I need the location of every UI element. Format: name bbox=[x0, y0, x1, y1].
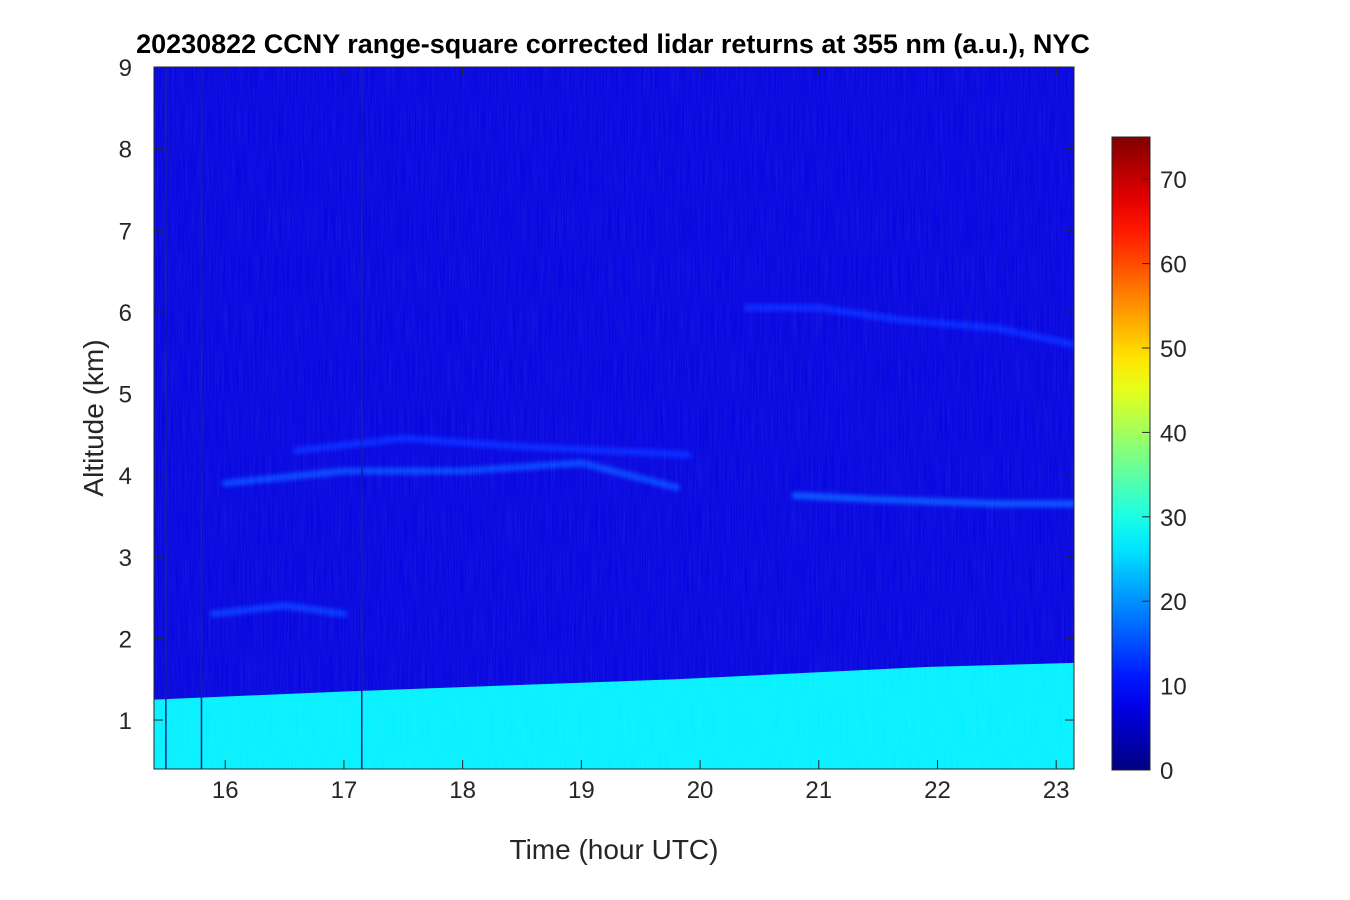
x-tick-label: 19 bbox=[568, 777, 595, 804]
x-tick-label: 23 bbox=[1043, 777, 1070, 804]
x-tick-label: 16 bbox=[212, 777, 239, 804]
colorbar-tick-label: 60 bbox=[1160, 252, 1187, 279]
x-tick-label: 20 bbox=[687, 777, 714, 804]
colorbar bbox=[1111, 136, 1151, 771]
y-axis-label: Altitude (km) bbox=[78, 339, 109, 496]
x-axis-label: Time (hour UTC) bbox=[510, 834, 719, 865]
x-tick-label: 21 bbox=[805, 777, 832, 804]
colorbar-ticks: 0 10 20 30 40 50 60 70 bbox=[1142, 167, 1187, 785]
colorbar-tick-label: 30 bbox=[1160, 505, 1187, 532]
y-tick-label: 4 bbox=[119, 463, 132, 490]
y-tick-label: 6 bbox=[119, 300, 132, 327]
colorbar-tick-label: 20 bbox=[1160, 589, 1187, 616]
x-axis: 16 17 18 19 20 21 22 23 bbox=[212, 67, 1070, 804]
x-tick-label: 17 bbox=[331, 777, 358, 804]
colorbar-tick-label: 10 bbox=[1160, 674, 1187, 701]
x-tick-label: 22 bbox=[924, 777, 951, 804]
chart-title: 20230822 CCNY range-square corrected lid… bbox=[136, 29, 1090, 59]
y-tick-label: 5 bbox=[119, 382, 132, 409]
y-axis: 1 2 3 4 5 6 7 8 9 bbox=[119, 55, 1074, 735]
y-tick-label: 8 bbox=[119, 137, 132, 164]
colorbar-tick-label: 50 bbox=[1160, 336, 1187, 363]
plot-frame bbox=[153, 66, 1075, 770]
y-tick-label: 7 bbox=[119, 218, 132, 245]
y-tick-label: 9 bbox=[119, 55, 132, 82]
x-tick-label: 18 bbox=[449, 777, 476, 804]
colorbar-tick-label: 0 bbox=[1160, 758, 1173, 785]
texture-overlay bbox=[154, 67, 1074, 769]
colorbar-tick-label: 40 bbox=[1160, 420, 1187, 447]
colorbar-tick-label: 70 bbox=[1160, 167, 1187, 194]
y-tick-label: 2 bbox=[119, 626, 132, 653]
y-tick-label: 3 bbox=[119, 545, 132, 572]
y-tick-label: 1 bbox=[119, 708, 132, 735]
plot-area bbox=[154, 67, 1074, 769]
